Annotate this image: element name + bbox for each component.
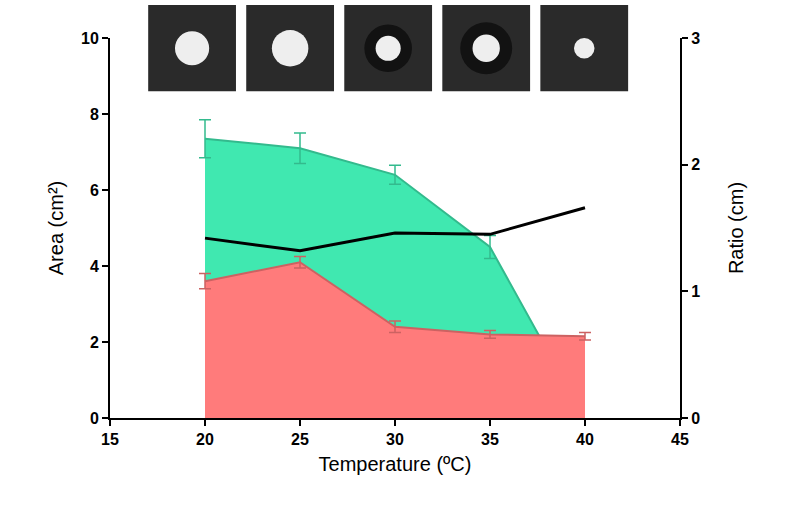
svg-text:30: 30: [386, 431, 404, 448]
svg-text:3: 3: [691, 30, 700, 47]
svg-text:4: 4: [90, 258, 99, 275]
svg-text:2: 2: [691, 156, 700, 173]
svg-text:Temperature (ºC): Temperature (ºC): [319, 453, 472, 475]
svg-text:1: 1: [691, 283, 700, 300]
svg-text:35: 35: [481, 431, 499, 448]
svg-text:20: 20: [196, 431, 214, 448]
svg-text:6: 6: [90, 182, 99, 199]
svg-text:40: 40: [576, 431, 594, 448]
svg-text:0: 0: [691, 410, 700, 427]
svg-text:15: 15: [101, 431, 119, 448]
svg-text:8: 8: [90, 106, 99, 123]
svg-text:Area (cm²): Area (cm²): [45, 181, 67, 275]
svg-text:Ratio (cm): Ratio (cm): [725, 182, 747, 274]
svg-text:0: 0: [90, 410, 99, 427]
svg-text:10: 10: [81, 30, 99, 47]
svg-text:45: 45: [671, 431, 689, 448]
svg-text:25: 25: [291, 431, 309, 448]
svg-text:2: 2: [90, 334, 99, 351]
